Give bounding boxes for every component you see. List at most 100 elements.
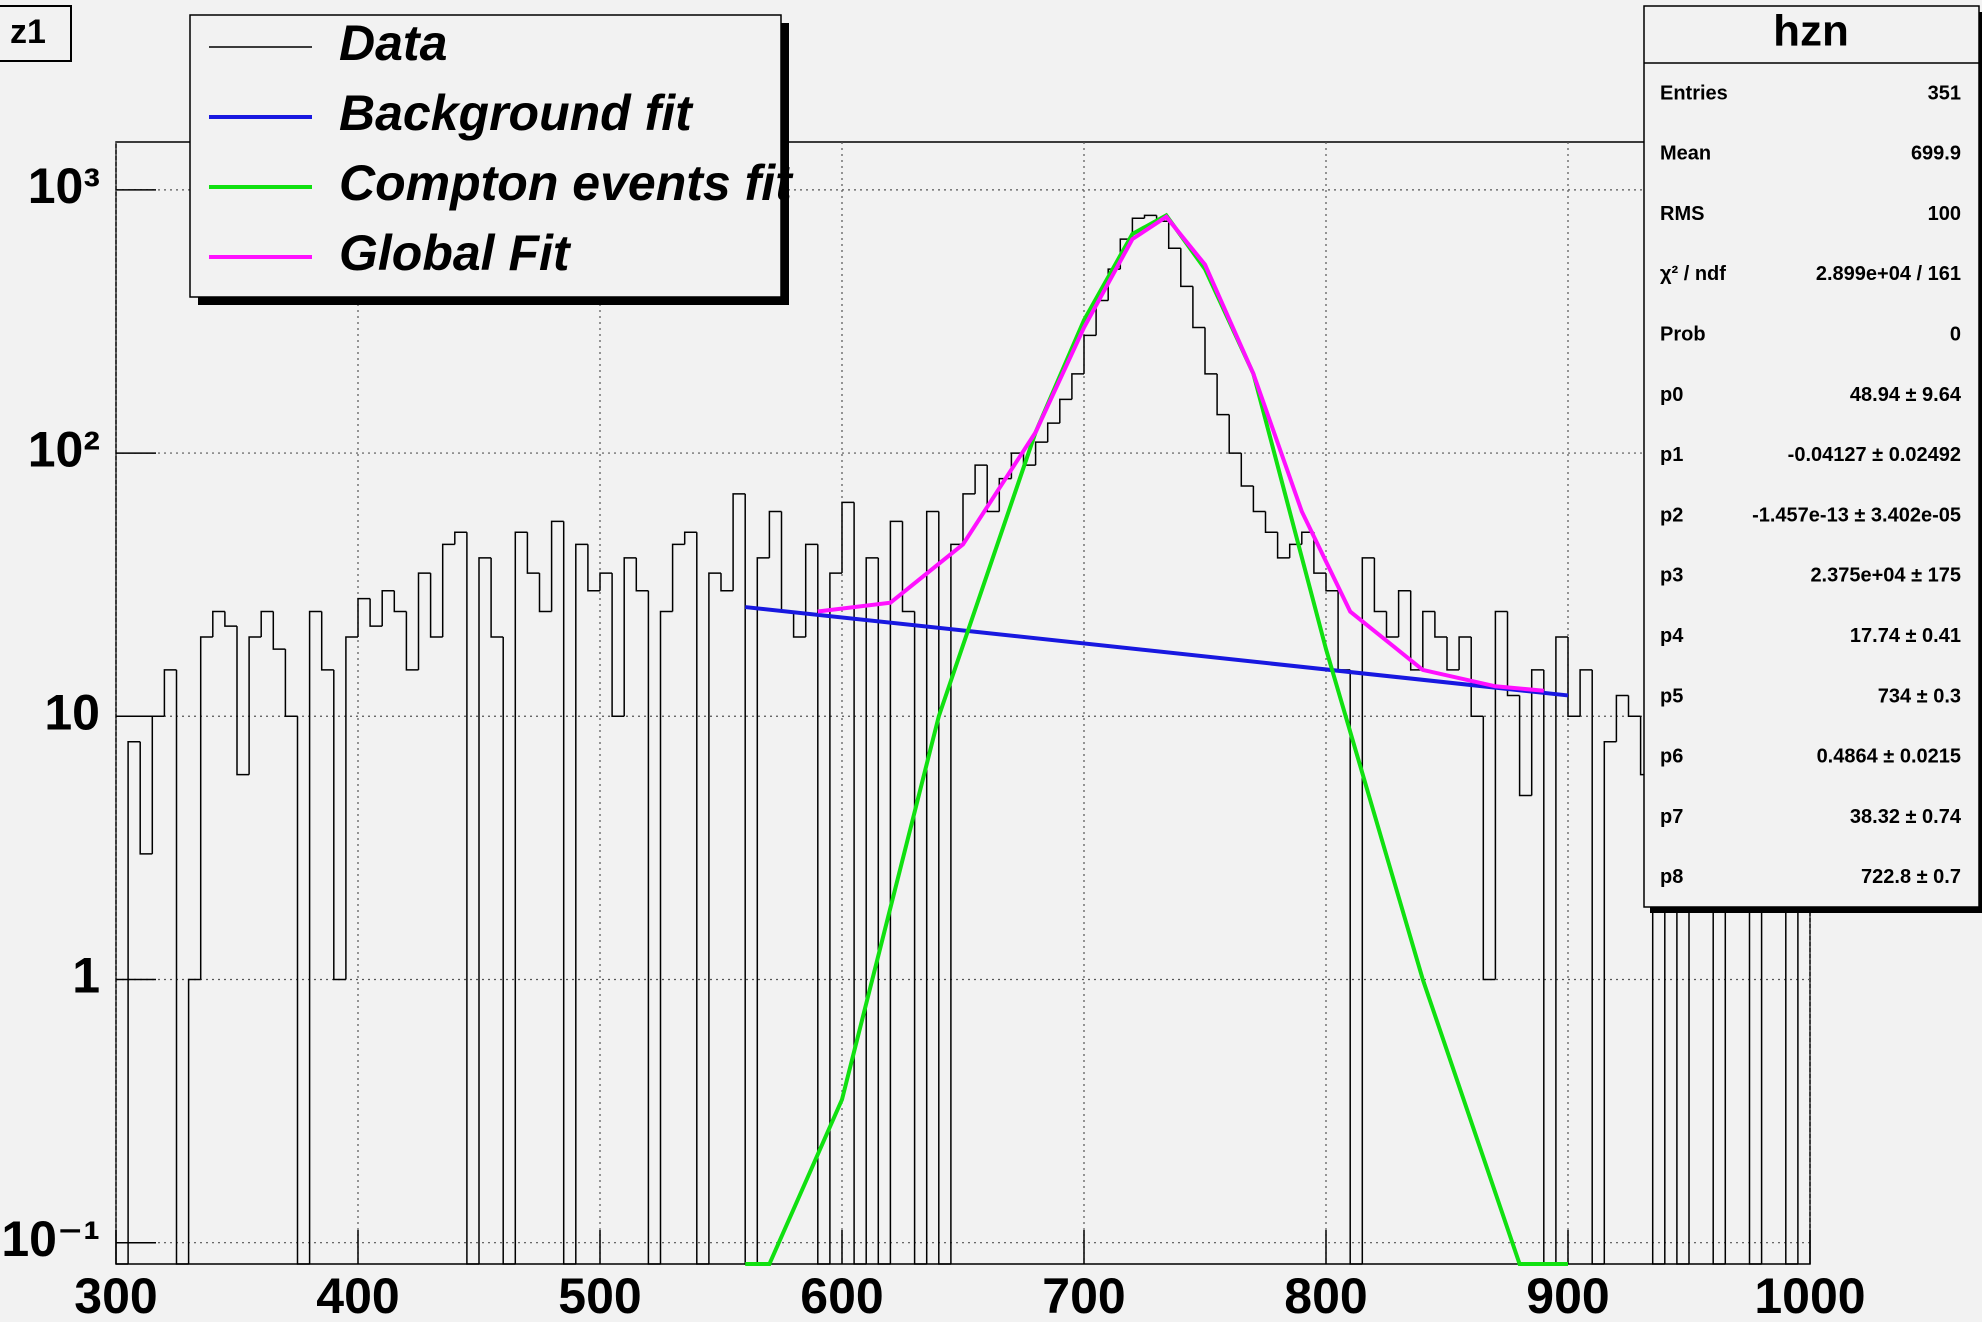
histogram-bin [429,573,443,638]
histogram-bin [635,557,649,592]
histogram-bin [199,636,213,980]
histogram-bin [841,501,855,574]
histogram-bin [369,598,383,627]
stats-value: 0 [1950,323,1961,345]
histogram-bin [1579,669,1593,717]
histogram-bin [889,520,903,1264]
stats-value: -0.04127 ± 0.02492 [1788,444,1961,466]
plot-area [115,141,1811,1265]
histogram-bin [1204,327,1218,375]
x-tick-label: 900 [1526,1268,1609,1322]
chart-title: z1 [10,13,46,51]
stats-label: χ² / ndf [1660,263,1726,285]
histogram-bin [1518,695,1532,797]
histogram-bin [466,532,479,1265]
histogram-bin [308,610,322,1264]
histogram-bin [1494,610,1508,980]
histogram-bin [1180,248,1193,288]
histogram-bin [913,611,927,1265]
histogram-bin [526,532,540,574]
histogram-bin [187,978,201,1264]
histogram-bin [1313,532,1326,574]
fit-curve [745,212,1568,1266]
histogram-bin [1591,669,1605,1265]
histogram-bin [671,543,685,612]
histogram-bin [502,637,516,1265]
histogram-bin [441,543,455,638]
stats-value: 2.899e+04 / 161 [1816,263,1961,285]
stats-label: p3 [1660,565,1683,587]
histogram-bin [804,543,818,638]
histogram-bin [1482,716,1496,981]
stats-label: Mean [1660,143,1711,165]
histogram-bin [490,557,504,638]
histogram-bin [950,543,963,1264]
y-tick-label: 10 [44,684,100,740]
histogram-bin [1470,637,1484,718]
histogram-bin [865,557,879,1264]
histogram-bin [1422,610,1435,670]
histogram-bin [175,669,189,1265]
stats-value: 100 [1928,203,1961,225]
histogram-bin [163,669,177,717]
legend-label: Global Fit [339,225,572,281]
histogram-bin [587,544,600,592]
histogram-bin [732,493,746,591]
histogram-bin [1143,214,1157,219]
histogram-bin [1712,741,1726,1265]
histogram-bin [1071,373,1084,400]
histogram-bin [1216,373,1230,416]
x-tick-label: 1000 [1754,1268,1865,1322]
histogram-bin [1555,636,1568,1264]
histogram-bin [1046,422,1060,443]
legend-label: Data [339,15,447,71]
histogram-bin [1240,453,1254,487]
stats-value: -1.457e-13 ± 3.402e-05 [1752,504,1961,526]
stats-value: 722.8 ± 0.7 [1861,866,1961,888]
histogram-bin [1458,636,1472,670]
histogram-bin [127,741,141,1264]
histogram-bin [393,590,407,613]
histogram-bin [1748,795,1762,1265]
histogram-bin [236,626,250,776]
histogram-bin [853,502,867,1265]
histogram-bin [611,573,625,718]
legend-label: Compton events fit [339,155,794,211]
histogram-bin [683,531,697,545]
histogram-bin [720,573,734,592]
histogram-bin [1530,669,1544,796]
histogram-bin [357,597,371,638]
histogram-bin [272,611,286,650]
histogram-bin [514,531,528,1264]
y-tick-label: 1 [72,948,100,1004]
histogram-bin [1409,590,1423,671]
histogram-bin [381,589,395,627]
histogram-bin [1276,532,1290,559]
stats-value: 17.74 ± 0.41 [1850,625,1961,647]
stats-label: p6 [1660,746,1683,768]
histogram-bin [454,531,467,545]
histogram-bin [829,572,842,1264]
histogram-bin [768,510,782,558]
legend-label: Background fit [339,85,694,141]
x-tick-label: 400 [316,1268,399,1322]
histogram-bin [974,464,988,494]
stats-value: 38.32 ± 0.74 [1850,806,1962,828]
histogram-bin [1059,398,1072,424]
histogram-bin [877,557,891,1265]
stats-box [1643,5,1980,908]
histogram-bin [224,611,237,627]
histogram-bin [1627,695,1641,718]
histogram-bin [1167,221,1181,250]
histogram-bin [550,520,564,612]
histogram-bin [696,532,709,1265]
histogram-bin [925,510,939,1264]
histogram-bin [538,573,552,613]
histogram-bin [1361,557,1375,1264]
histogram-bin [792,611,806,638]
histogram-bin [986,465,1000,513]
histogram-bin [417,572,431,670]
histogram-bin [647,590,661,1265]
histogram-bin [248,636,262,775]
